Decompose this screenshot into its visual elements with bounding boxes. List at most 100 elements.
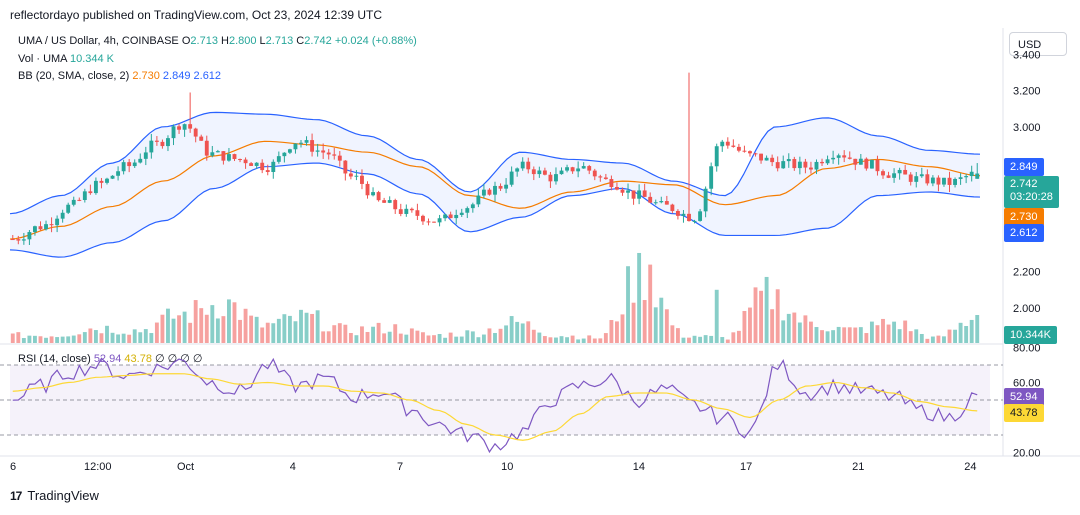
bb-lower-tag: 2.612 <box>1004 224 1044 242</box>
volume-bar <box>803 315 808 343</box>
volume-bar <box>570 335 575 343</box>
volume-bar <box>537 332 542 343</box>
price-tick-label: 2.200 <box>1013 267 1041 279</box>
candle-body <box>10 239 15 241</box>
candle-body <box>93 180 98 194</box>
tradingview-footer[interactable]: 17 TradingView <box>10 488 99 503</box>
volume-bar <box>842 327 847 343</box>
volume-bar <box>975 315 980 343</box>
volume-bar <box>515 321 520 343</box>
candle-body <box>16 239 21 241</box>
volume-bar <box>620 314 625 343</box>
candle-body <box>210 152 215 156</box>
bb-lower-line <box>9 162 981 258</box>
candle-body <box>481 189 486 196</box>
candle-body <box>171 126 176 139</box>
candle-body <box>354 175 359 177</box>
volume-bar <box>831 330 836 343</box>
candle-body <box>376 192 381 201</box>
symbol-name[interactable]: UMA / US Dollar, 4h, COINBASE <box>18 35 179 47</box>
volume-bar <box>387 331 392 343</box>
candle-body <box>675 210 680 216</box>
volume-bar <box>33 335 37 343</box>
volume-bar <box>49 336 54 343</box>
volume-bar <box>193 300 198 343</box>
candle-body <box>903 169 908 175</box>
candle-body <box>404 208 409 214</box>
volume-bar <box>443 337 448 343</box>
volume-bar <box>526 321 531 343</box>
candle-body <box>188 124 193 129</box>
candle-body <box>182 124 187 130</box>
candle-body <box>493 185 497 195</box>
candle-body <box>343 160 348 174</box>
candle-body <box>127 162 132 167</box>
volume-bar <box>659 297 664 343</box>
time-tick-label: 21 <box>852 461 864 473</box>
candle-body <box>337 155 342 161</box>
candle-body <box>653 202 658 204</box>
volume-bar <box>481 334 486 343</box>
candle-body <box>958 177 963 179</box>
time-tick-label: 17 <box>740 461 752 473</box>
volume-bar <box>615 321 619 343</box>
volume-bars <box>10 252 980 343</box>
volume-label[interactable]: Vol · UMA <box>18 53 67 65</box>
volume-bar <box>731 332 736 343</box>
candle-body <box>271 161 276 173</box>
candle-body <box>77 199 82 201</box>
volume-bar <box>714 289 719 343</box>
candle-body <box>548 174 553 182</box>
candle-body <box>748 151 752 154</box>
volume-bar <box>16 332 21 343</box>
volume-bar <box>315 310 320 343</box>
volume-bar <box>99 333 104 343</box>
volume-bar <box>260 327 265 343</box>
rsi-label[interactable]: RSI (14, close) <box>18 353 91 365</box>
volume-bar <box>21 338 26 343</box>
volume-bar <box>759 290 763 343</box>
price-tick-label: 3.400 <box>1013 49 1041 61</box>
bb-label[interactable]: BB (20, SMA, close, 2) <box>18 70 130 82</box>
volume-bar <box>587 335 592 343</box>
rsi-pane <box>0 357 1003 454</box>
volume-bar <box>504 325 509 343</box>
candle-body <box>847 157 852 159</box>
currency-button[interactable]: USD <box>1009 32 1067 56</box>
close-price: 2.742 <box>1010 178 1038 190</box>
candle-body <box>576 168 581 172</box>
candle-body <box>720 141 725 147</box>
candle-body <box>249 163 254 166</box>
candle-body <box>642 190 647 197</box>
volume-bar <box>559 336 564 343</box>
volume-bar <box>919 333 924 343</box>
candle-body <box>609 179 614 188</box>
candle-body <box>603 177 608 180</box>
candle-body <box>581 166 586 169</box>
volume-bar <box>166 308 170 343</box>
bb-upper-tag: 2.849 <box>1004 158 1044 176</box>
volume-bar <box>703 335 708 343</box>
candle-body <box>698 211 703 221</box>
bb-basis-line <box>9 140 981 240</box>
candle-body <box>853 158 858 165</box>
candle-body <box>764 157 769 161</box>
volume-bar <box>592 338 597 343</box>
volume-bar <box>576 339 581 343</box>
tradingview-logo-icon: 17 <box>10 488 22 503</box>
candle-body <box>143 152 148 159</box>
candle-body <box>204 140 209 156</box>
candle-body <box>759 153 763 161</box>
candle-body <box>881 171 885 176</box>
candle-body <box>398 209 403 214</box>
volume-bar <box>675 328 680 343</box>
candle-body <box>537 170 542 175</box>
volume-bar <box>698 336 703 343</box>
volume-bar <box>903 320 908 343</box>
volume-bar <box>881 318 885 343</box>
rsi-tick-label: 60.00 <box>1013 378 1041 390</box>
candle-body <box>631 190 636 199</box>
volume-bar <box>814 327 819 343</box>
volume-bar <box>82 332 87 343</box>
